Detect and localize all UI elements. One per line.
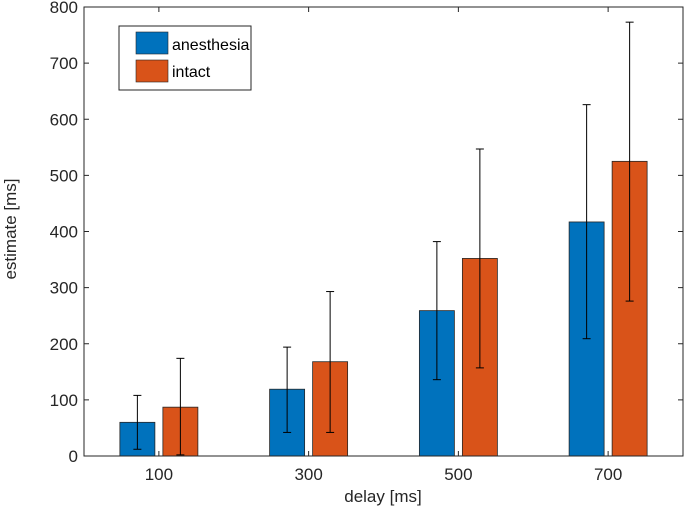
y-tick-label: 700 — [50, 54, 78, 73]
y-tick-label: 500 — [50, 166, 78, 185]
legend-label-intact: intact — [172, 64, 211, 81]
x-tick-label: 700 — [594, 465, 622, 484]
y-tick-label: 400 — [50, 223, 78, 242]
y-tick-label: 200 — [50, 335, 78, 354]
x-tick-label: 500 — [444, 465, 472, 484]
legend-swatch-intact — [135, 59, 169, 83]
y-tick-label: 0 — [69, 447, 78, 466]
x-tick-label: 300 — [294, 465, 322, 484]
x-tick-label: 100 — [145, 465, 173, 484]
legend: anesthesia intact — [118, 25, 252, 91]
bars-layer — [119, 160, 648, 457]
y-axis-title: estimate [ms] — [1, 178, 20, 279]
y-tick-label: 800 — [50, 0, 78, 17]
error-bars-layer — [133, 21, 634, 456]
y-tick-label: 100 — [50, 391, 78, 410]
y-tick-label: 300 — [50, 279, 78, 298]
y-tick-label: 600 — [50, 110, 78, 129]
legend-swatch-anesthesia — [135, 31, 169, 55]
axes-layer: 0 100 200 300 400 500 600 700 800 100 300 500 700 — [50, 0, 684, 484]
x-axis-title: delay [ms] — [344, 487, 421, 506]
legend-label-anesthesia: anesthesia — [172, 37, 249, 54]
